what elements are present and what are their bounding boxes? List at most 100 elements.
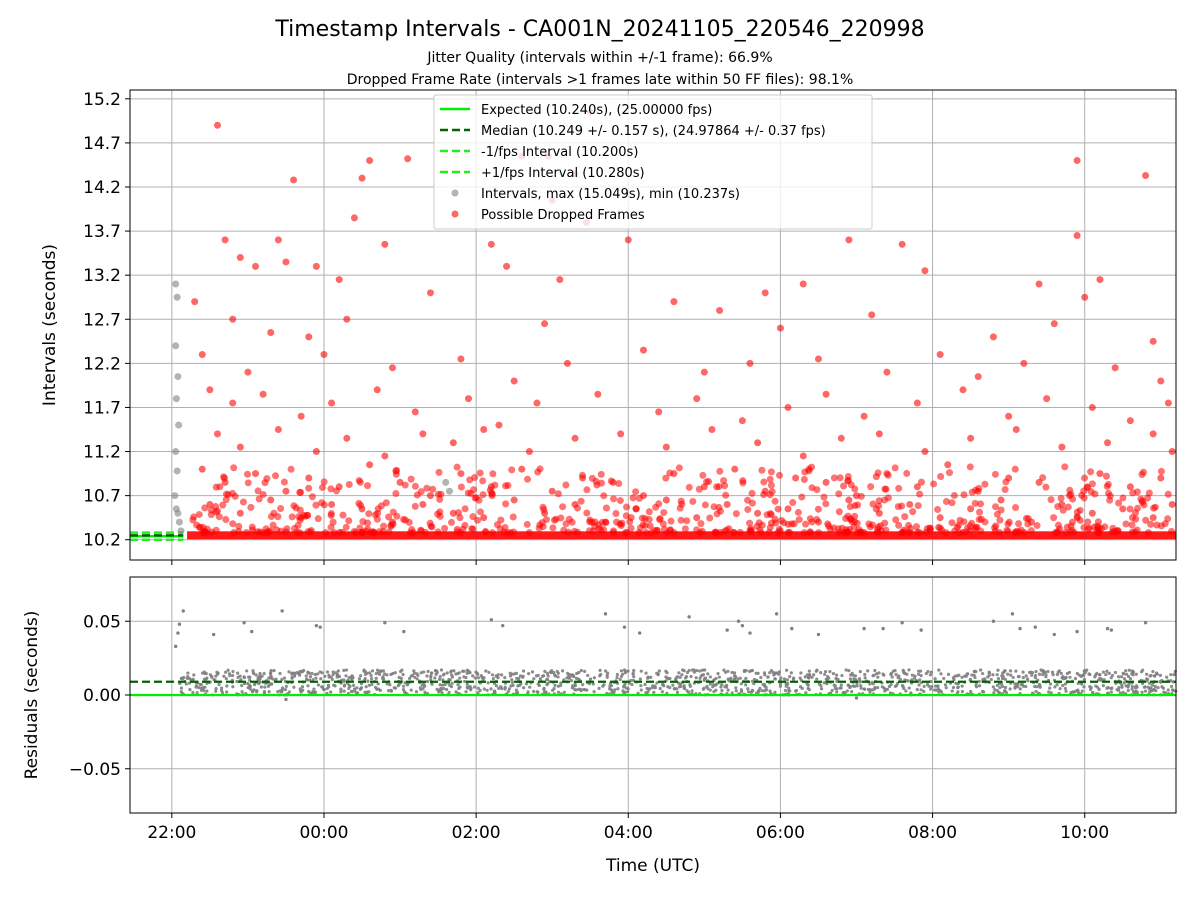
residual-point — [626, 687, 630, 691]
residual-point — [848, 684, 852, 689]
residual-point — [608, 684, 612, 688]
dropped-frame-point — [607, 477, 615, 485]
x-tick-label: 00:00 — [299, 823, 348, 843]
residual-point — [543, 669, 547, 673]
residual-point — [440, 691, 444, 695]
top-y-tick-label: 13.2 — [83, 266, 121, 286]
dropped-frame-point — [802, 520, 810, 528]
top-y-tick-label: 12.7 — [83, 310, 121, 330]
residual-point — [478, 688, 482, 692]
residual-outlier-point — [725, 628, 729, 632]
dropped-frame-point — [635, 494, 643, 502]
dropped-frame-point — [976, 508, 984, 516]
residual-point — [680, 673, 684, 677]
x-axis-label: Time (UTC) — [605, 856, 700, 876]
dropped-frame-point — [426, 289, 434, 297]
dropped-frame-point — [722, 491, 730, 499]
residual-point — [973, 675, 977, 680]
dropped-frame-point — [1073, 157, 1081, 165]
residual-point — [1116, 688, 1121, 692]
residual-point — [915, 688, 919, 692]
dropped-frame-point — [373, 386, 381, 394]
dropped-frame-point — [1081, 293, 1089, 301]
residual-point — [831, 671, 836, 676]
dropped-frame-point — [944, 461, 952, 469]
dropped-frame-point — [385, 513, 393, 521]
dropped-frame-point — [670, 298, 678, 306]
residual-point — [898, 677, 902, 681]
residual-point — [910, 673, 914, 677]
dropped-frame-point — [335, 276, 343, 284]
dropped-frame-point — [221, 236, 229, 244]
residual-point — [658, 686, 662, 691]
residual-point — [859, 684, 863, 688]
residual-point — [408, 676, 412, 681]
dropped-frame-point — [271, 472, 279, 480]
dropped-frame-point — [374, 505, 382, 513]
residual-point — [630, 682, 634, 687]
dropped-frame-point — [1168, 448, 1176, 456]
dropped-frame-point — [858, 528, 866, 536]
dropped-frame-point — [950, 491, 958, 499]
residual-point — [1038, 685, 1042, 689]
residual-outlier-point — [383, 621, 387, 625]
residual-point — [951, 685, 956, 690]
residual-point — [405, 682, 410, 686]
dropped-frame-point — [479, 491, 487, 499]
dropped-frame-point — [229, 489, 237, 497]
dropped-frame-point — [365, 510, 373, 518]
residual-point — [889, 682, 893, 687]
residual-point — [425, 674, 429, 678]
dropped-frame-point — [592, 477, 600, 485]
dropped-frame-point — [1128, 521, 1136, 529]
dropped-frame-point — [320, 351, 328, 359]
residual-point — [1124, 669, 1128, 673]
residual-point — [1153, 674, 1157, 678]
dropped-frame-point — [497, 516, 505, 524]
dropped-frame-point — [1047, 496, 1055, 504]
residual-point — [521, 669, 526, 673]
dropped-frame-point — [548, 487, 556, 495]
dropped-frame-point — [426, 519, 434, 527]
residual-point — [1122, 672, 1126, 676]
dropped-frame-point — [404, 155, 412, 163]
residual-point — [1101, 670, 1105, 674]
residual-point — [701, 673, 706, 677]
residual-point — [576, 687, 581, 691]
dropped-frame-point — [881, 519, 889, 527]
residual-point — [960, 684, 964, 688]
residual-point — [471, 674, 475, 678]
dropped-frame-point — [847, 515, 855, 523]
residual-point — [1128, 677, 1133, 681]
dropped-frame-point — [784, 403, 792, 411]
dropped-frame-point — [901, 513, 909, 521]
residual-point — [366, 679, 370, 683]
residual-point — [815, 677, 819, 681]
dropped-frame-point — [435, 468, 443, 476]
residual-point — [784, 668, 789, 672]
residual-point — [524, 682, 528, 686]
residual-point — [698, 669, 702, 673]
residual-point — [245, 669, 249, 673]
residual-point — [544, 690, 548, 694]
dropped-frame-point — [738, 417, 746, 425]
dropped-frame-point — [992, 522, 1000, 530]
residual-point — [449, 670, 453, 674]
dropped-frame-point — [705, 478, 713, 486]
residual-point — [445, 671, 449, 675]
residual-point — [269, 669, 273, 673]
residual-point — [351, 683, 356, 687]
dropped-frame-point — [683, 517, 691, 525]
residual-point — [195, 691, 199, 695]
dropped-frame-point — [656, 515, 664, 523]
dropped-frame-point — [815, 529, 823, 537]
residual-point — [1149, 686, 1153, 690]
dropped-frame-point — [327, 510, 335, 518]
residual-point — [773, 690, 777, 694]
dropped-frame-point — [1054, 503, 1062, 511]
residual-point — [995, 683, 999, 687]
residual-point — [1082, 685, 1086, 689]
dropped-frame-point — [318, 499, 326, 507]
residual-point — [414, 690, 419, 694]
residual-point — [848, 677, 853, 681]
